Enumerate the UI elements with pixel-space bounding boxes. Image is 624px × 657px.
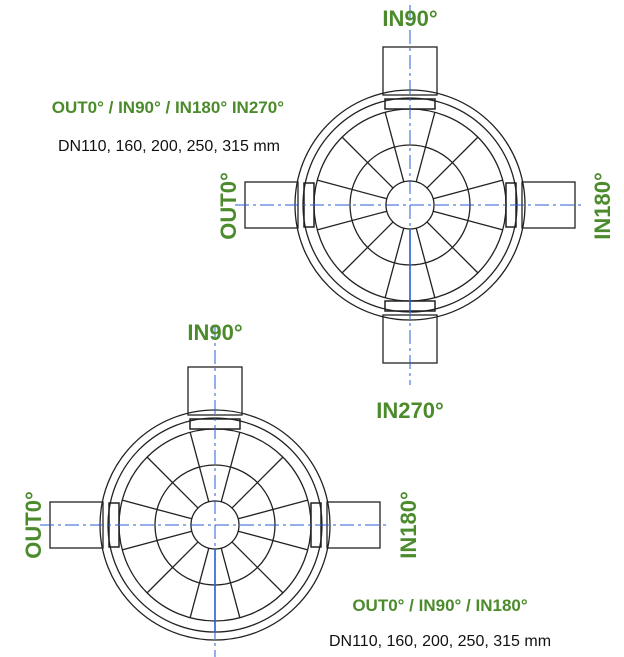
rib <box>317 180 387 199</box>
port-label: IN90° <box>187 320 242 345</box>
rib <box>147 542 198 593</box>
port-label: IN270° <box>376 398 444 423</box>
rib <box>221 548 240 618</box>
rib <box>385 228 404 298</box>
rib <box>427 137 478 188</box>
port-label: OUT0° <box>21 491 46 558</box>
rib <box>190 432 209 502</box>
port-label: OUT0° <box>216 172 241 239</box>
rib <box>122 500 192 519</box>
legend-title: OUT0° / IN90° / IN180° IN270° <box>52 98 284 117</box>
rib <box>147 457 198 508</box>
rib <box>416 112 435 182</box>
rib <box>342 137 393 188</box>
port-label: IN180° <box>396 491 421 559</box>
rib <box>232 542 283 593</box>
rib <box>317 211 387 230</box>
rib <box>238 500 308 519</box>
rib <box>427 222 478 273</box>
rib <box>122 531 192 550</box>
rib <box>433 180 503 199</box>
legend-title: OUT0° / IN90° / IN180° <box>352 596 528 615</box>
rib <box>342 222 393 273</box>
rib <box>221 432 240 502</box>
rib <box>385 112 404 182</box>
port-label: IN180° <box>590 172 615 240</box>
page: IN90° IN270° OUT0° IN180° OUT0° / IN90° … <box>0 0 624 657</box>
rib <box>232 457 283 508</box>
legend-sizes: DN110, 160, 200, 250, 315 mm <box>329 633 551 650</box>
rib <box>416 228 435 298</box>
rib <box>433 211 503 230</box>
port-label: IN90° <box>382 6 437 31</box>
legend-sizes: DN110, 160, 200, 250, 315 mm <box>58 138 280 155</box>
rib <box>190 548 209 618</box>
rib <box>238 531 308 550</box>
